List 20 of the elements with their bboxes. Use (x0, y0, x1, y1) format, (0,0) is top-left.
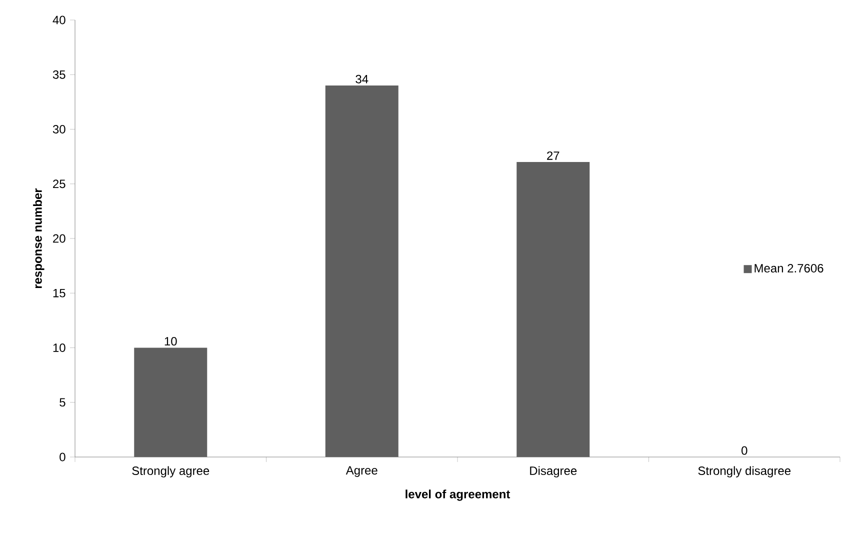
y-tick-label: 30 (52, 125, 66, 134)
data-label: 27 (547, 151, 560, 160)
y-tick-label: 20 (53, 234, 66, 243)
y-tick-label: 10 (53, 344, 66, 352)
legend-label: Mean 2.7606 (754, 264, 824, 272)
x-tick-label: Agree (346, 466, 378, 477)
y-tick-label: 35 (52, 70, 66, 79)
x-tick-label: Disagree (530, 466, 577, 478)
y-tick-label: 25 (53, 180, 66, 188)
y-tick-label: 5 (60, 398, 66, 407)
x-tick-label: Strongly disagree (698, 466, 791, 478)
y-tick-label: 15 (53, 288, 66, 298)
y-axis-title: response number (33, 188, 44, 288)
x-axis-title: level of agreement (406, 490, 510, 501)
data-label: 34 (356, 74, 368, 84)
data-label: 10 (164, 337, 177, 346)
y-tick-label: 0 (60, 452, 66, 462)
y-tick-label: 40 (52, 16, 66, 24)
x-tick-label: Strongly agree (132, 466, 210, 478)
data-label: 0 (742, 446, 748, 455)
